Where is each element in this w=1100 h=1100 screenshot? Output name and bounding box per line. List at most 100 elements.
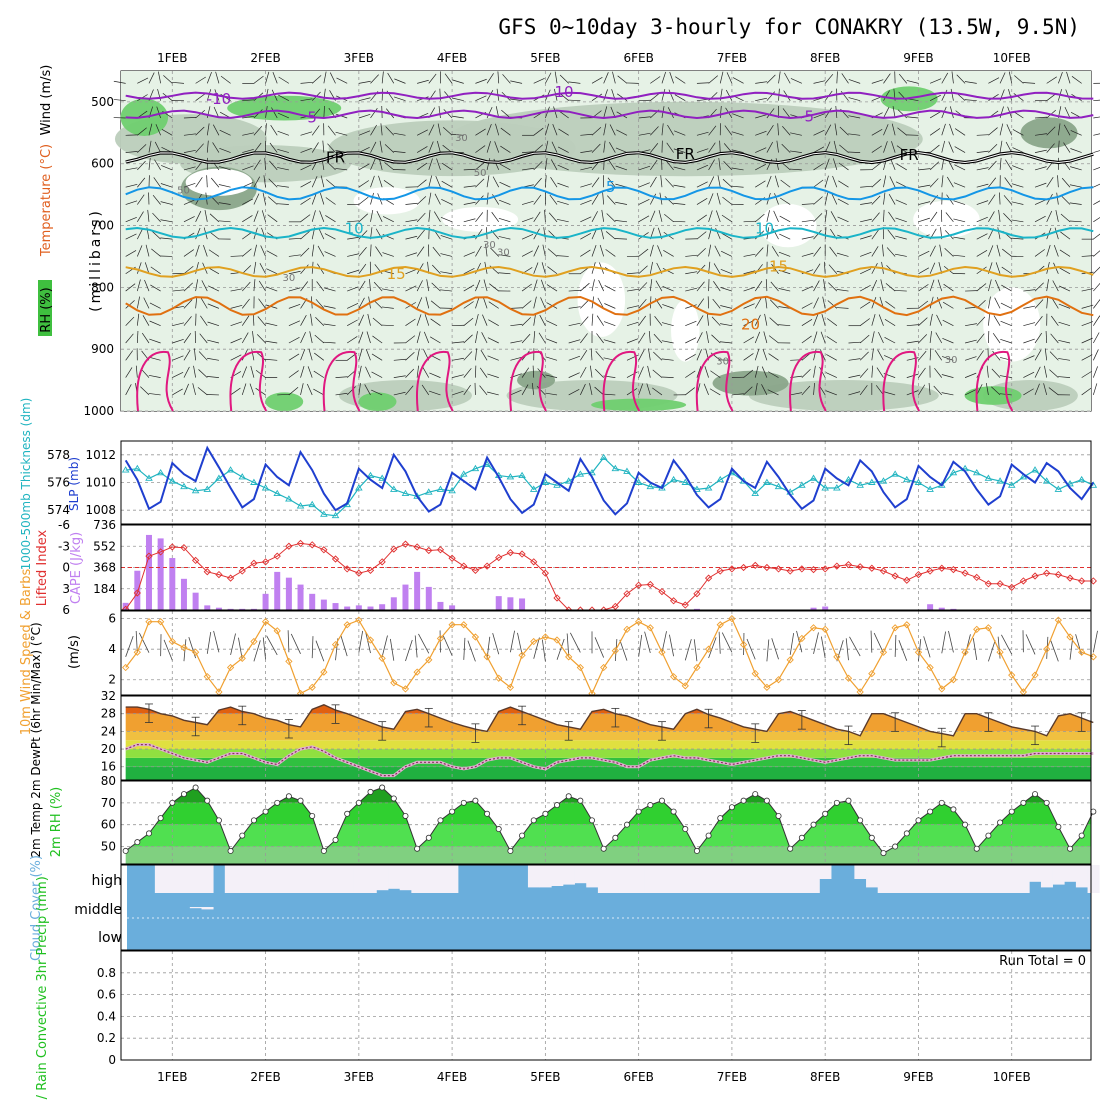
wind-barb — [358, 263, 367, 274]
wind-barb — [891, 123, 896, 136]
wind-barb — [486, 141, 491, 153]
wind-barb — [288, 237, 301, 240]
wind-barb — [510, 389, 522, 396]
rh-marker — [192, 784, 199, 791]
wind-barb — [372, 317, 383, 326]
wind-barb — [684, 639, 692, 661]
wind-barb — [743, 220, 756, 223]
wind-barb — [992, 350, 1001, 361]
wind-barb — [416, 129, 428, 136]
wind-barb — [603, 393, 616, 396]
wind-barb — [491, 211, 500, 223]
wind-barb — [259, 263, 266, 274]
clear-sky-high — [714, 865, 727, 893]
wind-barb — [1071, 76, 1082, 84]
wind-barb — [428, 158, 433, 171]
rh-marker — [414, 845, 421, 852]
thickness-marker — [984, 474, 993, 481]
wind-barb — [1093, 200, 1100, 205]
wind-barb — [655, 280, 663, 292]
rh-marker — [274, 799, 281, 806]
wind-barb — [498, 217, 511, 223]
wind-barb — [1043, 383, 1048, 396]
wind-barb — [609, 142, 616, 153]
wind-barb — [1001, 634, 1013, 655]
wind-barb — [1058, 123, 1061, 136]
wind-barb — [813, 331, 818, 344]
wind-barb — [653, 333, 663, 344]
wind-barb — [137, 228, 144, 240]
rh-marker — [670, 808, 677, 815]
wind-barb — [242, 198, 254, 205]
wind-barb — [433, 211, 441, 223]
wind-barb — [836, 289, 849, 292]
wind-barb — [594, 386, 604, 396]
wind-barb — [1059, 249, 1071, 257]
wind-speed-marker — [425, 656, 433, 664]
wind-barb — [685, 320, 697, 327]
wind-barb — [649, 193, 657, 205]
date-label: 1FEB — [157, 1070, 187, 1084]
wind-barb — [650, 143, 659, 153]
wind-barb — [256, 352, 266, 361]
contour-label: 5 — [307, 108, 317, 126]
wind-barb — [897, 127, 908, 136]
wind-barb — [607, 177, 616, 188]
wind-barb — [890, 158, 896, 171]
wind-barb — [813, 263, 821, 274]
wind-barb — [871, 246, 879, 257]
wind-barb — [965, 306, 978, 309]
temperature-contour — [125, 295, 1094, 317]
wind-barb — [871, 145, 882, 153]
wind-barb — [708, 142, 716, 153]
wind-barb — [935, 332, 943, 344]
wind-barb — [148, 123, 153, 136]
wind-barb — [822, 296, 826, 309]
cape-bar — [693, 608, 700, 610]
wind-barb — [766, 141, 774, 153]
wind-barb — [358, 348, 363, 361]
wind-barb — [685, 271, 698, 275]
contour-label: FR — [900, 146, 919, 164]
wind-barb — [498, 236, 511, 240]
wind-barb — [219, 147, 231, 153]
wind-speed-marker — [938, 685, 946, 693]
temperature-contour-25 — [229, 350, 268, 412]
rh-marker — [962, 821, 969, 828]
wind-barb — [381, 324, 394, 327]
clear-sky-high — [1040, 865, 1053, 888]
wind-barb — [1093, 250, 1100, 257]
wind-barb — [835, 105, 838, 119]
lifted-index-marker — [1054, 570, 1062, 579]
wind-barb — [704, 366, 709, 378]
thickness-marker — [215, 474, 223, 481]
wind-barb — [580, 199, 592, 205]
wind-barb — [206, 106, 211, 119]
wind-barb — [891, 141, 896, 153]
wind-barb — [685, 370, 696, 378]
wind-barb — [387, 72, 395, 84]
wind-barb — [137, 194, 145, 205]
wind-barb — [288, 254, 301, 257]
wind-barb — [722, 196, 733, 205]
wind-barb — [533, 262, 539, 274]
wind-barb — [673, 148, 686, 153]
wind-barb — [370, 192, 374, 205]
wind-barb — [876, 367, 884, 378]
clear-sky-high — [901, 865, 914, 893]
wind-barb — [591, 313, 594, 326]
wind-barb — [972, 638, 978, 660]
wind-barb — [1069, 220, 1082, 223]
wind-barb — [486, 636, 491, 659]
wind-barb — [626, 321, 639, 327]
wind-barb — [323, 305, 336, 309]
wind-barb — [649, 244, 654, 257]
wind-barb — [1046, 296, 1049, 309]
wind-barb — [440, 289, 453, 292]
wind-barb — [953, 182, 966, 188]
cape-bar — [379, 604, 386, 610]
rh-marker — [822, 810, 829, 817]
wind-barb — [160, 219, 173, 223]
wind-barb — [768, 353, 779, 361]
wind-barb — [1059, 267, 1071, 275]
